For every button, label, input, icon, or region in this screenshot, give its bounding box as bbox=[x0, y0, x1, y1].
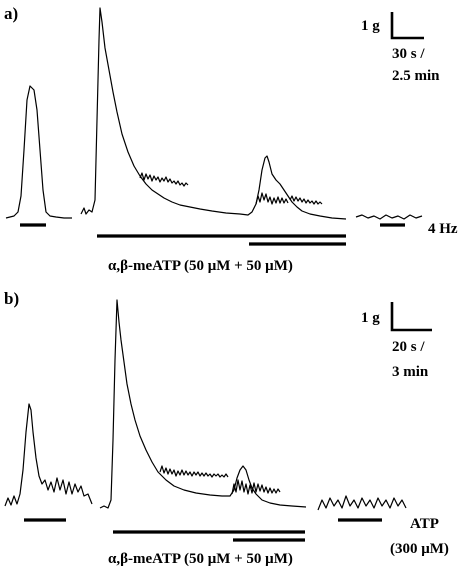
panel-a-scale-time-2: 2.5 min bbox=[392, 68, 440, 84]
panel-b-scale-time-1: 20 s / bbox=[392, 339, 425, 355]
panel-b-right-stim-label-1: ATP bbox=[410, 516, 439, 532]
panel-b-trace-meatp bbox=[99, 299, 307, 509]
panel-a-right-stim-label: 4 Hz bbox=[428, 221, 458, 237]
panel-a-trace-4hz-control bbox=[5, 85, 72, 219]
panel-a-letter: a) bbox=[4, 4, 18, 23]
panel-a-trace-meatp bbox=[80, 7, 347, 220]
panel-b: b) 1 g 20 s / 3 min α,β-meATP (50 μM + 5… bbox=[4, 289, 449, 567]
panel-a-scale-bar bbox=[390, 12, 424, 40]
panel-b-trace-atp-control bbox=[4, 403, 93, 507]
panel-b-scale-bar bbox=[390, 302, 432, 332]
panel-b-stim-label: α,β-meATP (50 μM + 50 μM) bbox=[108, 551, 293, 567]
panel-b-trace-meatp-noise bbox=[159, 465, 281, 495]
panel-a-trace-4hz-after bbox=[355, 214, 423, 220]
panel-b-trace-atp-after bbox=[317, 495, 407, 511]
panel-b-scale-force: 1 g bbox=[361, 310, 380, 326]
panel-a: a) 1 g 30 s / 2.5 min α,β-meATP (50 μM +… bbox=[4, 4, 458, 274]
panel-a-trace-meatp-noise bbox=[139, 172, 323, 205]
panel-a-scale-force: 1 g bbox=[361, 18, 380, 34]
panel-a-scale-time-1: 30 s / bbox=[392, 46, 425, 62]
panel-b-right-stim-label-2: (300 μM) bbox=[390, 541, 449, 557]
panel-a-stim-label: α,β-meATP (50 μM + 50 μM) bbox=[108, 258, 293, 274]
panel-b-letter: b) bbox=[4, 289, 19, 308]
panel-b-scale-time-2: 3 min bbox=[392, 364, 429, 380]
